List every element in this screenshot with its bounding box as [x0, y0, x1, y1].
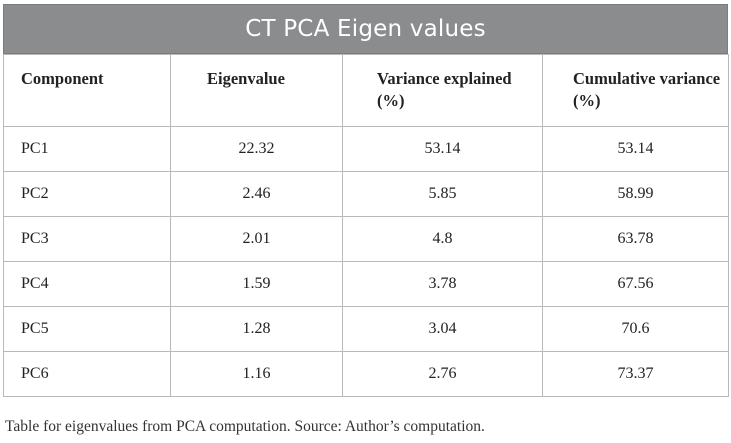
table-title: CT PCA Eigen values: [3, 4, 728, 54]
cell-component: PC3: [3, 216, 171, 262]
cell-eigenvalue: 2.01: [170, 216, 343, 262]
cell-eigenvalue: 22.32: [170, 126, 343, 172]
table-row: PC1 22.32 53.14 53.14: [3, 126, 729, 172]
cell-variance: 2.76: [342, 351, 543, 397]
table-row: PC3 2.01 4.8 63.78: [3, 216, 729, 262]
cell-component: PC6: [3, 351, 171, 397]
table-container: CT PCA Eigen values Component Eigenvalue…: [3, 4, 729, 397]
header-row: Component Eigenvalue Variance explained …: [3, 54, 729, 127]
cell-cumulative: 58.99: [542, 171, 729, 217]
table-row: PC5 1.28 3.04 70.6: [3, 306, 729, 352]
table-row: PC2 2.46 5.85 58.99: [3, 171, 729, 217]
cell-eigenvalue: 1.28: [170, 306, 343, 352]
cell-cumulative: 67.56: [542, 261, 729, 307]
cell-eigenvalue: 2.46: [170, 171, 343, 217]
cell-cumulative: 73.37: [542, 351, 729, 397]
header-variance-explained: Variance explained (%): [342, 54, 543, 127]
cell-eigenvalue: 1.59: [170, 261, 343, 307]
cell-component: PC4: [3, 261, 171, 307]
header-eigenvalue: Eigenvalue: [170, 54, 343, 127]
table-caption: Table for eigenvalues from PCA computati…: [5, 418, 485, 435]
cell-component: PC5: [3, 306, 171, 352]
header-cumulative-variance: Cumulative variance (%): [542, 54, 729, 127]
cell-cumulative: 70.6: [542, 306, 729, 352]
table-row: PC6 1.16 2.76 73.37: [3, 351, 729, 397]
cell-component: PC1: [3, 126, 171, 172]
cell-cumulative: 53.14: [542, 126, 729, 172]
cell-cumulative: 63.78: [542, 216, 729, 262]
cell-variance: 53.14: [342, 126, 543, 172]
cell-eigenvalue: 1.16: [170, 351, 343, 397]
cell-variance: 4.8: [342, 216, 543, 262]
table-row: PC4 1.59 3.78 67.56: [3, 261, 729, 307]
cell-variance: 3.78: [342, 261, 543, 307]
eigenvalue-table: Component Eigenvalue Variance explained …: [3, 54, 729, 397]
cell-component: PC2: [3, 171, 171, 217]
header-component: Component: [3, 54, 171, 127]
cell-variance: 3.04: [342, 306, 543, 352]
cell-variance: 5.85: [342, 171, 543, 217]
